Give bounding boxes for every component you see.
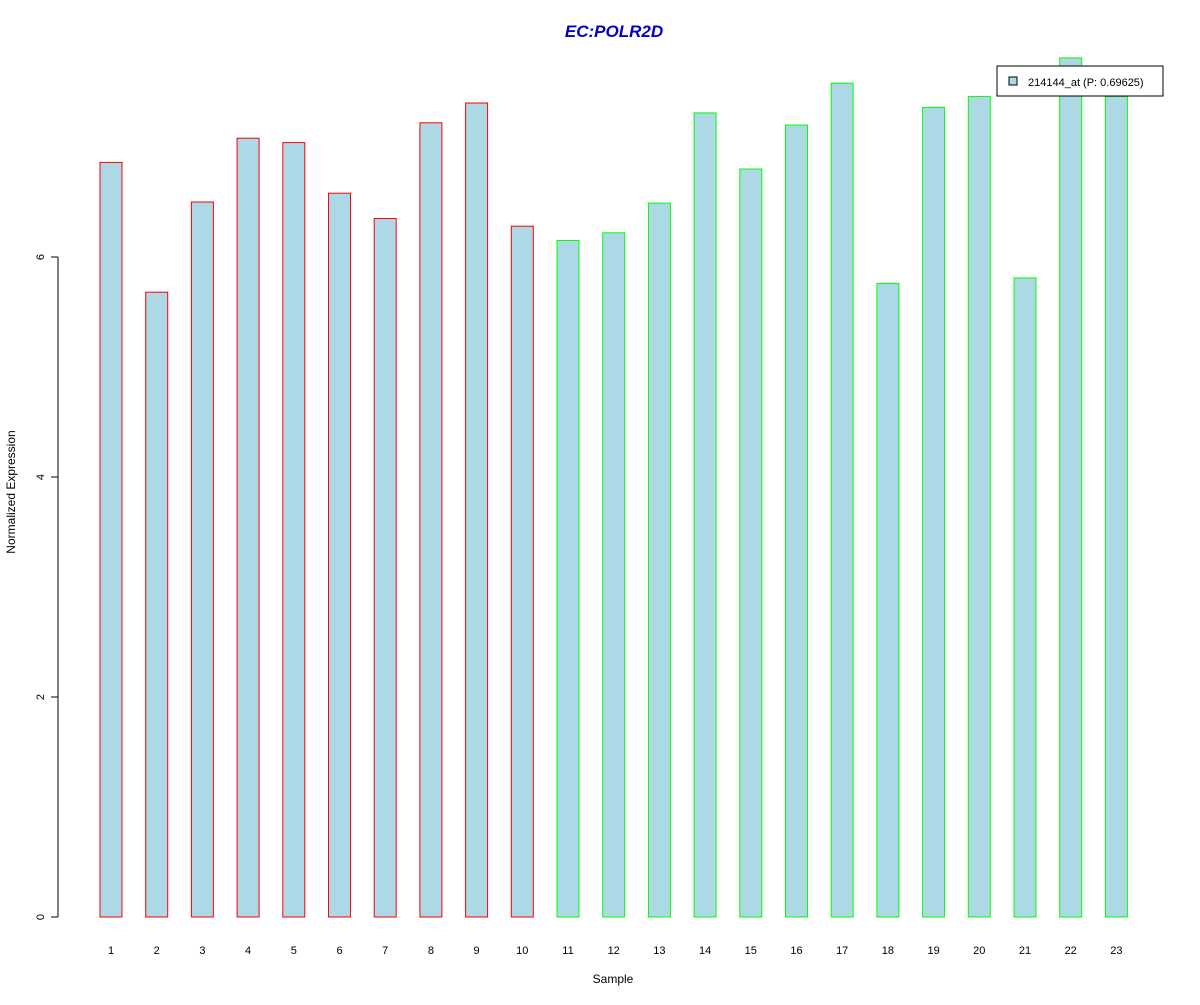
bar-sample-13 — [647, 202, 671, 918]
bar-sample-15 — [739, 168, 763, 918]
bar-sample-9 — [465, 102, 489, 918]
y-axis: 0 2 4 6 — [35, 254, 59, 920]
x-tick-label: 10 — [516, 945, 528, 957]
x-tick-label: 19 — [927, 945, 939, 957]
bar-sample-14 — [693, 112, 717, 918]
bar-sample-3 — [190, 201, 214, 918]
bar-sample-17 — [830, 82, 854, 918]
x-tick-label: 22 — [1065, 945, 1077, 957]
x-tick-label: 1 — [108, 945, 114, 957]
legend-box — [996, 65, 1164, 97]
bar-sample-5 — [282, 142, 306, 918]
bar-sample-1 — [99, 161, 123, 918]
bar-sample-7 — [373, 218, 397, 918]
x-tick-label: 8 — [428, 945, 434, 957]
x-axis-label: Sample — [593, 972, 634, 986]
y-tick-label: 2 — [35, 694, 47, 700]
legend: 214144_at (P: 0.69625) — [996, 65, 1164, 97]
x-tick-label: 12 — [608, 945, 620, 957]
bar-sample-4 — [236, 137, 260, 918]
x-tick-label: 21 — [1019, 945, 1031, 957]
x-tick-label: 14 — [699, 945, 711, 957]
x-tick-label: 11 — [562, 945, 573, 957]
y-tick-label: 0 — [35, 914, 47, 920]
bar-sample-22 — [1059, 57, 1083, 918]
x-tick-labels: 1 2 3 4 5 6 7 8 9 10 11 12 13 14 15 16 17 18 19 20 21 22 23 — [108, 945, 1123, 957]
x-tick-label: 16 — [790, 945, 802, 957]
bar-sample-21 — [1013, 277, 1037, 918]
bar-sample-8 — [419, 122, 443, 918]
legend-label: 214144_at (P: 0.69625) — [1028, 77, 1144, 89]
x-tick-label: 6 — [336, 945, 342, 957]
legend-swatch — [1008, 76, 1018, 86]
bar-sample-10 — [510, 225, 534, 918]
x-tick-label: 4 — [245, 945, 251, 957]
y-tick-label: 6 — [35, 254, 47, 260]
bar-sample-11 — [556, 240, 580, 918]
bar-sample-6 — [328, 192, 351, 918]
x-tick-label: 15 — [745, 945, 757, 957]
bar-sample-19 — [922, 106, 946, 918]
bar-sample-12 — [602, 232, 626, 918]
x-tick-label: 2 — [154, 945, 160, 957]
x-tick-label: 13 — [653, 945, 665, 957]
x-tick-label: 3 — [199, 945, 205, 957]
y-tick-label: 4 — [35, 474, 47, 480]
chart-title: EC:POLR2D — [565, 22, 663, 41]
bar-sample-2 — [145, 291, 169, 918]
x-tick-label: 23 — [1110, 945, 1122, 957]
x-tick-label: 5 — [291, 945, 297, 957]
x-tick-label: 18 — [882, 945, 894, 957]
x-tick-label: 7 — [382, 945, 388, 957]
y-axis-label: Normalized Expression — [4, 430, 18, 553]
bar-sample-16 — [785, 124, 808, 918]
x-tick-label: 17 — [836, 945, 848, 957]
bars — [99, 57, 1128, 918]
bar-sample-23 — [1104, 95, 1128, 918]
x-tick-label: 9 — [474, 945, 480, 957]
bar-sample-20 — [967, 95, 991, 918]
x-tick-label: 20 — [973, 945, 985, 957]
bar-sample-18 — [876, 282, 900, 918]
